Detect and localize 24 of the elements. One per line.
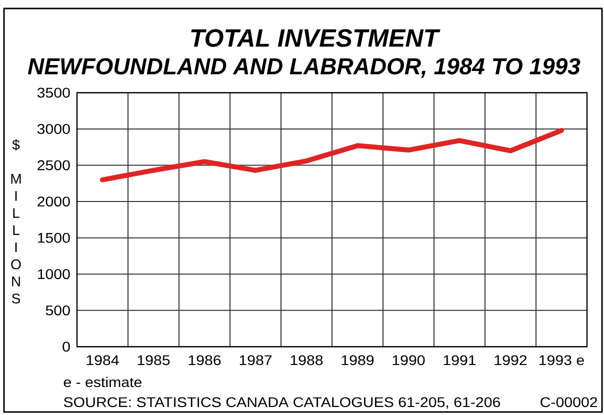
x-tick-label: 1986	[188, 355, 221, 366]
x-tick-label: 1989	[342, 355, 374, 366]
y-tick-label: 3000	[37, 124, 70, 134]
y-tick-label: 2500	[38, 160, 70, 170]
y-tick-label: 1500	[38, 232, 70, 243]
chart-title: TOTAL INVESTMENT	[191, 29, 440, 47]
x-tick-label: 1992	[494, 355, 527, 366]
y-tick-label: 3500	[37, 88, 70, 98]
x-tick-label: 1985	[138, 355, 170, 366]
y-tick-label: 0	[62, 342, 70, 352]
chart-subtitle: NEWFOUNDLAND AND LABRADOR, 1984 TO 1993	[28, 58, 580, 78]
y-tick-label: 2000	[38, 196, 70, 207]
text: e - estimate	[64, 376, 142, 388]
y-tick-label: 500	[46, 305, 70, 316]
x-tick-label: 1988	[290, 355, 323, 366]
x-tick-label: 1991	[444, 355, 476, 366]
x-tick-label: 1990	[392, 355, 425, 366]
x-tick-label: 1993 e	[540, 355, 584, 366]
text: C-00002	[540, 397, 598, 408]
x-tick-label: 1987	[240, 355, 272, 366]
y-tick-label: 1000	[38, 269, 70, 280]
source-note: SOURCE: STATISTICS CANADA CATALOGUES 61-205, 61-206	[64, 397, 500, 409]
text: $ MILLIONS	[11, 139, 21, 304]
x-tick-label: 1984	[86, 355, 119, 366]
